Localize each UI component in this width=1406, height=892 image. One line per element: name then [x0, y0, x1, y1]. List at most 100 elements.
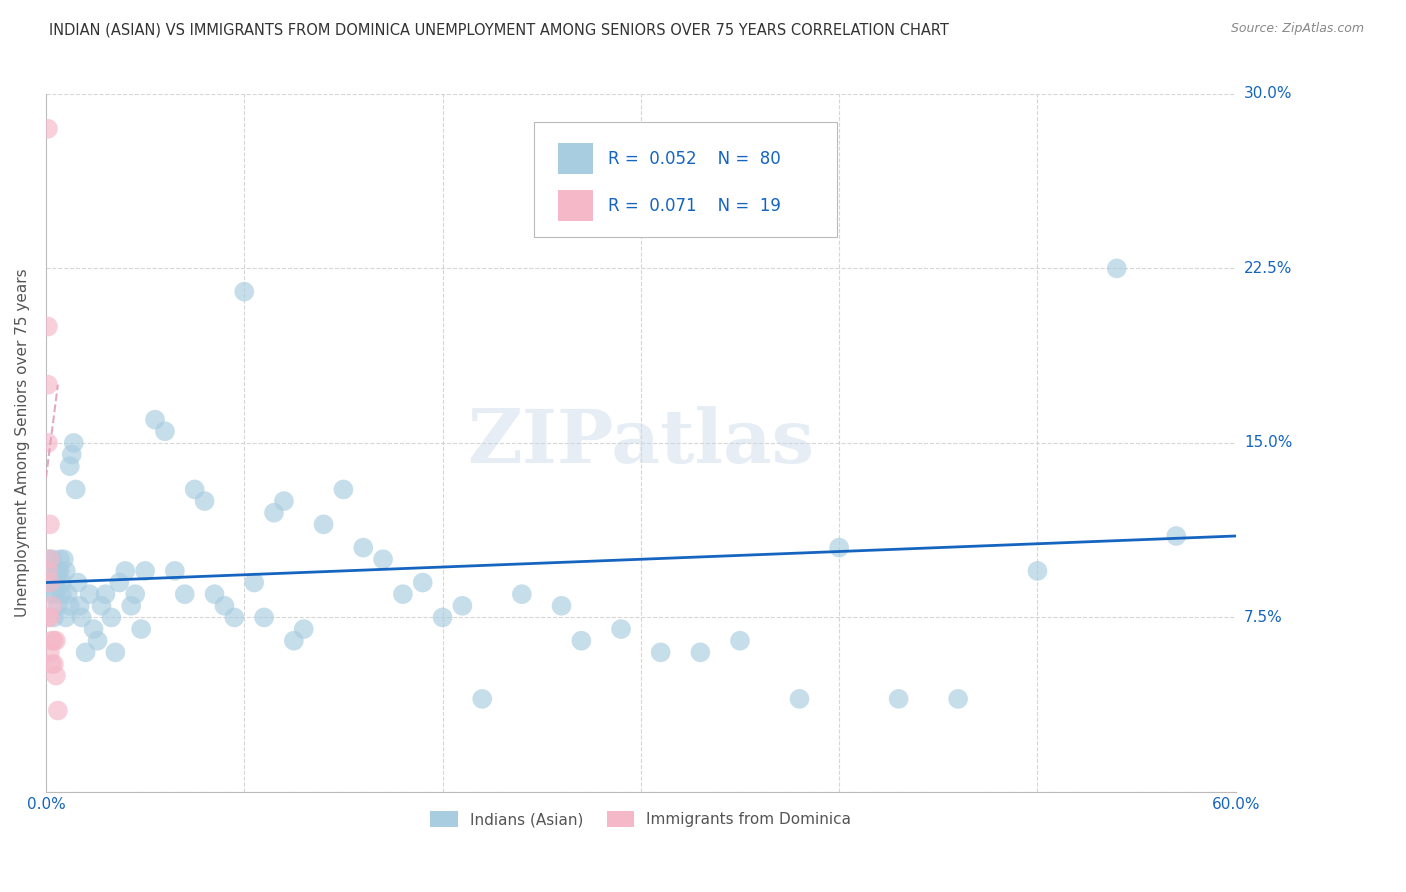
Point — [332, 483, 354, 497]
Point — [79, 587, 101, 601]
Point — [728, 633, 751, 648]
Point — [70, 610, 93, 624]
Point — [42, 610, 65, 624]
Point — [66, 575, 89, 590]
Point — [392, 587, 415, 601]
Point — [39, 552, 62, 566]
Point — [56, 587, 79, 601]
Point — [471, 691, 494, 706]
Text: Source: ZipAtlas.com: Source: ZipAtlas.com — [1230, 22, 1364, 36]
Point — [1166, 529, 1188, 543]
Point — [46, 704, 69, 718]
Point — [62, 436, 84, 450]
Point — [39, 610, 62, 624]
Point — [946, 691, 969, 706]
Point — [94, 587, 117, 601]
Point — [120, 599, 142, 613]
Point — [273, 494, 295, 508]
Point — [39, 564, 62, 578]
Point — [243, 575, 266, 590]
Point — [45, 633, 67, 648]
Point — [214, 599, 236, 613]
Point — [39, 517, 62, 532]
Point — [51, 575, 73, 590]
Point — [45, 575, 67, 590]
FancyBboxPatch shape — [558, 143, 593, 175]
Point — [104, 645, 127, 659]
FancyBboxPatch shape — [534, 122, 837, 237]
Point — [650, 645, 672, 659]
FancyBboxPatch shape — [558, 190, 593, 221]
Text: R =  0.052    N =  80: R = 0.052 N = 80 — [607, 150, 780, 168]
Point — [37, 377, 59, 392]
Point — [42, 657, 65, 671]
Point — [51, 587, 73, 601]
Point — [1026, 564, 1049, 578]
Text: ZIPatlas: ZIPatlas — [467, 407, 814, 479]
Point — [41, 552, 63, 566]
Point — [55, 610, 77, 624]
Point — [610, 622, 633, 636]
Point — [69, 599, 91, 613]
Point — [828, 541, 851, 555]
Point — [59, 599, 82, 613]
Point — [312, 517, 335, 532]
Text: 22.5%: 22.5% — [1244, 260, 1292, 276]
Point — [233, 285, 256, 299]
Point — [194, 494, 217, 508]
Point — [183, 483, 205, 497]
Point — [75, 645, 97, 659]
Point — [83, 622, 105, 636]
Point — [49, 564, 72, 578]
Point — [510, 587, 533, 601]
Point — [42, 633, 65, 648]
Point — [41, 599, 63, 613]
Point — [52, 552, 75, 566]
Text: 15.0%: 15.0% — [1244, 435, 1292, 450]
Point — [263, 506, 285, 520]
Point — [689, 645, 711, 659]
Point — [153, 424, 176, 438]
Point — [60, 448, 83, 462]
Point — [37, 121, 59, 136]
Point — [124, 587, 146, 601]
Text: INDIAN (ASIAN) VS IMMIGRANTS FROM DOMINICA UNEMPLOYMENT AMONG SENIORS OVER 75 YE: INDIAN (ASIAN) VS IMMIGRANTS FROM DOMINI… — [49, 22, 949, 37]
Point — [114, 564, 136, 578]
Point — [451, 599, 474, 613]
Point — [224, 610, 246, 624]
Point — [49, 552, 72, 566]
Point — [41, 657, 63, 671]
Point — [283, 633, 305, 648]
Point — [204, 587, 226, 601]
Point — [143, 412, 166, 426]
Text: 7.5%: 7.5% — [1244, 610, 1282, 625]
Legend: Indians (Asian), Immigrants from Dominica: Indians (Asian), Immigrants from Dominic… — [425, 805, 858, 833]
Text: R =  0.071    N =  19: R = 0.071 N = 19 — [607, 196, 780, 215]
Point — [39, 645, 62, 659]
Point — [46, 564, 69, 578]
Point — [46, 599, 69, 613]
Point — [371, 552, 394, 566]
Point — [100, 610, 122, 624]
Point — [789, 691, 811, 706]
Point — [37, 552, 59, 566]
Point — [432, 610, 454, 624]
Point — [412, 575, 434, 590]
Point — [55, 564, 77, 578]
Point — [59, 459, 82, 474]
Point — [887, 691, 910, 706]
Point — [37, 564, 59, 578]
Point — [37, 319, 59, 334]
Point — [352, 541, 374, 555]
Point — [292, 622, 315, 636]
Point — [39, 575, 62, 590]
Point — [253, 610, 276, 624]
Point — [86, 633, 108, 648]
Point — [37, 610, 59, 624]
Point — [41, 587, 63, 601]
Point — [173, 587, 195, 601]
Point — [163, 564, 186, 578]
Point — [134, 564, 156, 578]
Point — [129, 622, 152, 636]
Point — [45, 587, 67, 601]
